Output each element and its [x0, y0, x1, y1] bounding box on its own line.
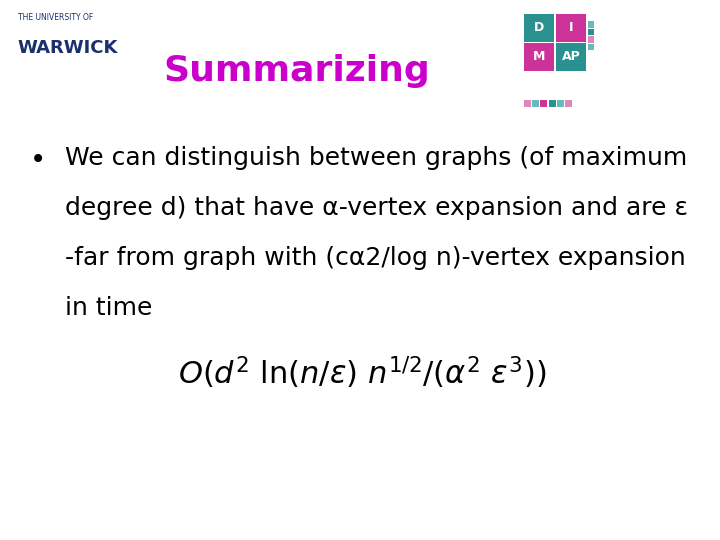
FancyBboxPatch shape	[565, 100, 572, 107]
Text: I: I	[569, 21, 573, 34]
FancyBboxPatch shape	[523, 100, 531, 107]
Text: Summarizing: Summarizing	[163, 54, 430, 88]
FancyBboxPatch shape	[596, 36, 603, 43]
FancyBboxPatch shape	[588, 44, 595, 50]
Text: in time: in time	[66, 296, 153, 320]
FancyBboxPatch shape	[588, 36, 595, 43]
Text: AP: AP	[562, 50, 580, 63]
FancyBboxPatch shape	[532, 100, 539, 107]
FancyBboxPatch shape	[588, 29, 595, 35]
Text: $O(d^2\ \ln(n/\varepsilon)\ n^{1/2}/(\alpha^2\ \varepsilon^3))$: $O(d^2\ \ln(n/\varepsilon)\ n^{1/2}/(\al…	[178, 355, 546, 392]
Text: -far from graph with (cα2/log n)-vertex expansion: -far from graph with (cα2/log n)-vertex …	[66, 246, 686, 270]
FancyBboxPatch shape	[588, 21, 595, 28]
FancyBboxPatch shape	[523, 43, 554, 71]
FancyBboxPatch shape	[557, 100, 564, 107]
FancyBboxPatch shape	[523, 14, 554, 42]
FancyBboxPatch shape	[540, 100, 547, 107]
FancyBboxPatch shape	[549, 100, 556, 107]
Text: THE UNIVERSITY OF: THE UNIVERSITY OF	[18, 14, 93, 23]
Text: degree d) that have α-vertex expansion and are ε: degree d) that have α-vertex expansion a…	[66, 196, 688, 220]
FancyBboxPatch shape	[596, 21, 603, 28]
FancyBboxPatch shape	[556, 43, 587, 71]
Text: M: M	[533, 50, 545, 63]
Text: We can distinguish between graphs (of maximum: We can distinguish between graphs (of ma…	[66, 146, 688, 170]
FancyBboxPatch shape	[596, 29, 603, 35]
Text: D: D	[534, 21, 544, 34]
Text: WARWICK: WARWICK	[18, 39, 118, 57]
FancyBboxPatch shape	[596, 44, 603, 50]
Text: •: •	[30, 146, 46, 174]
FancyBboxPatch shape	[556, 14, 587, 42]
